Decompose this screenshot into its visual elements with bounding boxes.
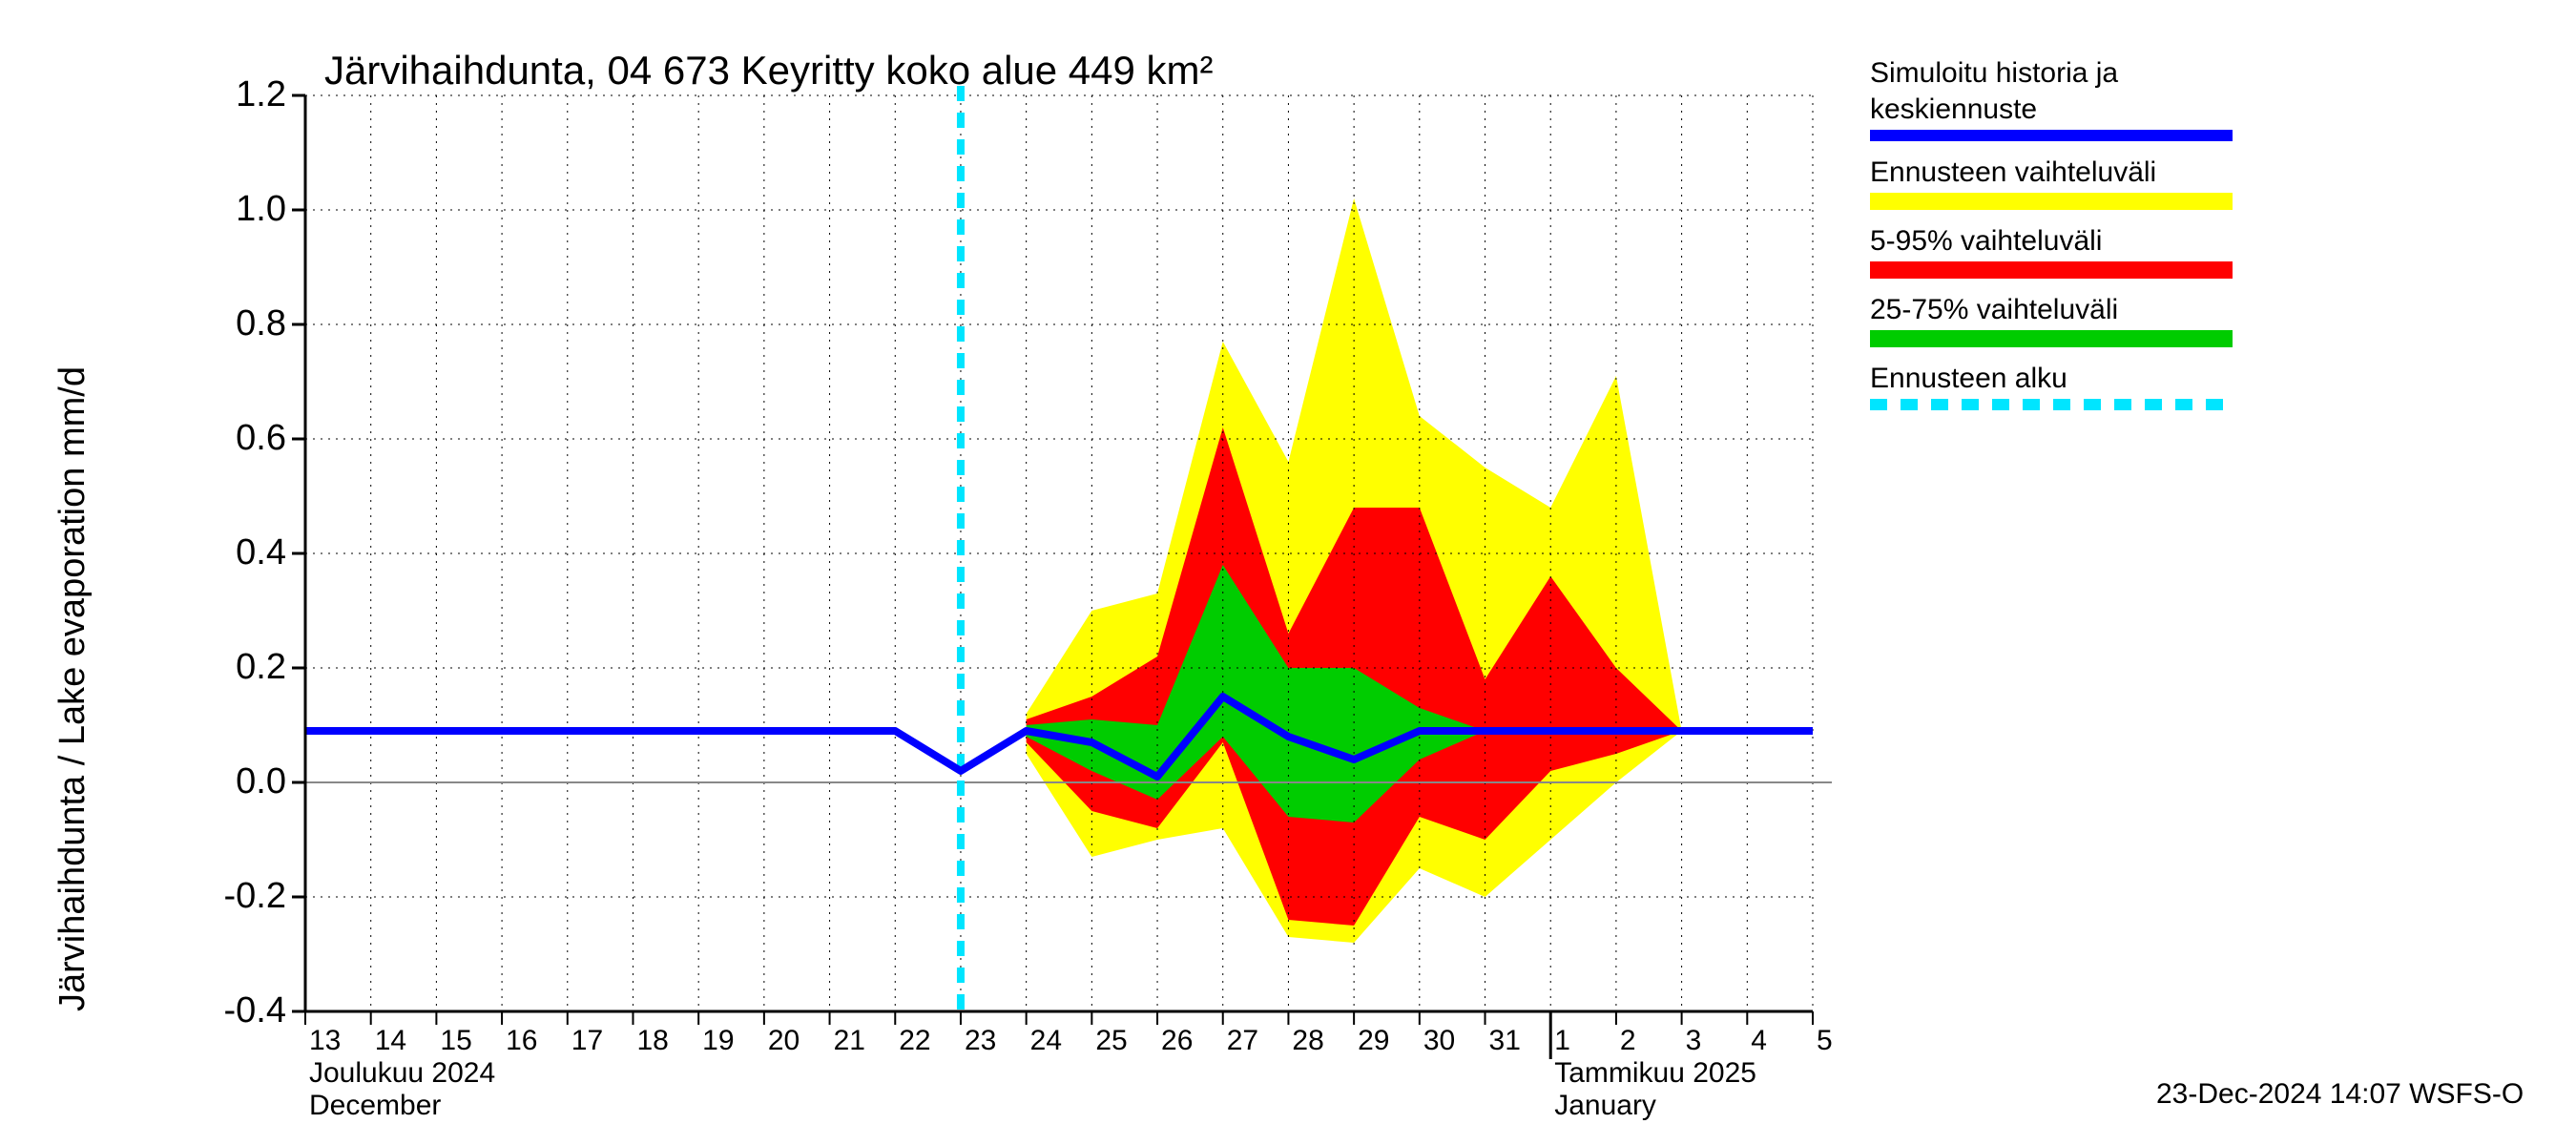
x-tick-label: 24 (1030, 1025, 1062, 1057)
legend-label: Ennusteen vaihteluväli (1870, 156, 2233, 189)
legend: Simuloitu historia ja keskiennuste Ennuste… (1870, 57, 2233, 426)
month-label: Tammikuu 2025 (1554, 1057, 1756, 1090)
legend-label: 25-75% vaihteluväli (1870, 294, 2233, 326)
x-tick-label: 18 (636, 1025, 668, 1057)
legend-swatch (1870, 399, 2233, 410)
legend-label: 5-95% vaihteluväli (1870, 225, 2233, 258)
y-tick-label: -0.4 (191, 990, 286, 1031)
x-tick-label: 5 (1817, 1025, 1833, 1057)
x-tick-label: 22 (899, 1025, 930, 1057)
month-label: Joulukuu 2024 (309, 1057, 495, 1090)
legend-label: Simuloitu historia ja (1870, 57, 2233, 90)
chart-container: Järvihaihdunta, 04 673 Keyritty koko alu… (0, 0, 2576, 1145)
x-tick-label: 16 (506, 1025, 537, 1057)
x-tick-label: 14 (375, 1025, 406, 1057)
y-tick-label: 0.0 (191, 761, 286, 802)
legend-swatch (1870, 330, 2233, 347)
x-tick-label: 25 (1095, 1025, 1127, 1057)
x-tick-label: 31 (1489, 1025, 1521, 1057)
x-tick-label: 3 (1686, 1025, 1702, 1057)
x-tick-label: 2 (1620, 1025, 1636, 1057)
y-tick-label: 1.0 (191, 189, 286, 230)
legend-swatch (1870, 130, 2233, 141)
x-tick-label: 28 (1292, 1025, 1323, 1057)
x-tick-label: 21 (834, 1025, 865, 1057)
y-tick-label: 0.2 (191, 647, 286, 688)
month-label: January (1554, 1090, 1656, 1122)
x-tick-label: 30 (1423, 1025, 1455, 1057)
legend-swatch (1870, 261, 2233, 279)
x-tick-label: 1 (1554, 1025, 1570, 1057)
month-label: December (309, 1090, 441, 1122)
y-tick-label: 0.6 (191, 418, 286, 459)
x-tick-label: 27 (1227, 1025, 1258, 1057)
y-tick-label: -0.2 (191, 876, 286, 917)
x-tick-label: 29 (1358, 1025, 1389, 1057)
x-tick-label: 26 (1161, 1025, 1193, 1057)
legend-swatch (1870, 193, 2233, 210)
y-tick-label: 1.2 (191, 74, 286, 115)
x-tick-label: 19 (702, 1025, 734, 1057)
legend-label: Ennusteen alku (1870, 363, 2233, 395)
legend-label: keskiennuste (1870, 94, 2233, 126)
x-tick-label: 17 (571, 1025, 603, 1057)
x-tick-label: 4 (1751, 1025, 1767, 1057)
x-tick-label: 23 (965, 1025, 996, 1057)
timestamp: 23-Dec-2024 14:07 WSFS-O (2156, 1078, 2524, 1111)
x-tick-label: 15 (440, 1025, 471, 1057)
x-tick-label: 13 (309, 1025, 341, 1057)
y-tick-label: 0.4 (191, 532, 286, 573)
y-tick-label: 0.8 (191, 303, 286, 344)
x-tick-label: 20 (768, 1025, 800, 1057)
